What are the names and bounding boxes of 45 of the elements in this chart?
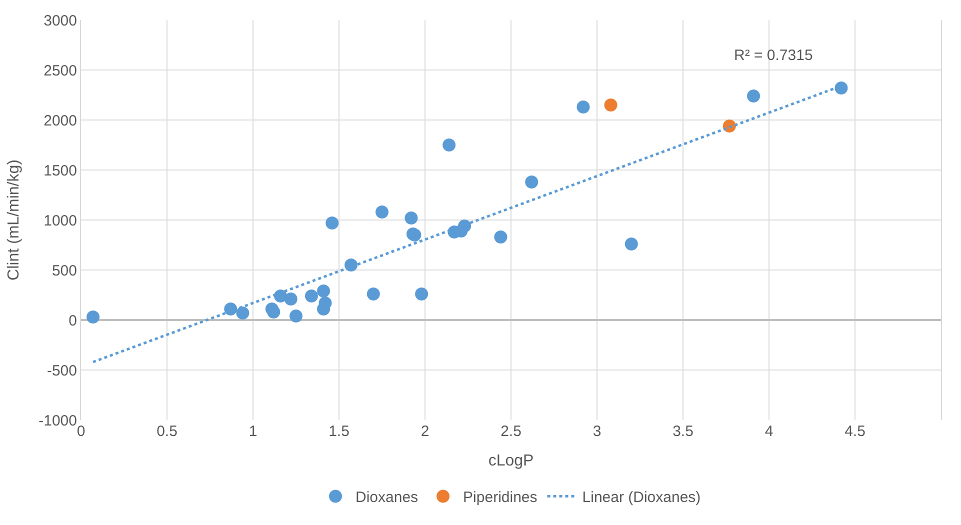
legend-label: Dioxanes [356,489,418,506]
y-tick-label: 2000 [44,112,77,130]
y-tick-label: -1000 [38,412,77,430]
y-tick-label: 1500 [44,162,77,180]
x-tick-label: 2.5 [500,423,522,440]
y-tick-label: 3000 [44,12,77,30]
x-tick-label: 3 [592,423,602,440]
annotation: R² = 0.7315 [734,47,813,64]
x-tick-label: 0.5 [156,423,178,440]
point [576,100,590,114]
x-axis-title: cLogP [488,452,534,470]
point [404,212,418,224]
y-tick-label: 1000 [44,212,77,230]
y-tick-label: 500 [52,262,77,280]
point [604,98,618,112]
point [415,288,428,300]
legend-label: Linear (Dioxanes) [582,489,701,506]
point [86,310,100,324]
point [442,138,456,152]
y-tick-label: 2500 [44,62,77,80]
point [317,302,330,316]
point [376,206,388,218]
point [284,292,298,306]
point [834,82,848,94]
y-tick-label: -500 [46,362,77,380]
point [326,216,339,230]
x-tick-label: 4.5 [844,423,866,440]
x-tick-label: 1.5 [328,423,350,440]
point [317,284,330,298]
point [747,90,760,102]
y-axis-title: Clint (mL/min/kg) [6,160,23,280]
x-tick-label: 1 [248,423,258,440]
x-tick-label: 3.5 [672,423,694,440]
x-tick-label: 4 [764,423,774,440]
point [267,306,280,318]
point [624,238,638,250]
y-tick-label: 0 [68,312,77,330]
point [525,176,538,188]
point [236,306,250,320]
point [304,290,318,302]
point [290,310,302,322]
point [494,230,508,244]
x-tick-label: 2 [420,423,430,440]
point [366,288,380,300]
legend-label: Piperidines [463,489,538,506]
